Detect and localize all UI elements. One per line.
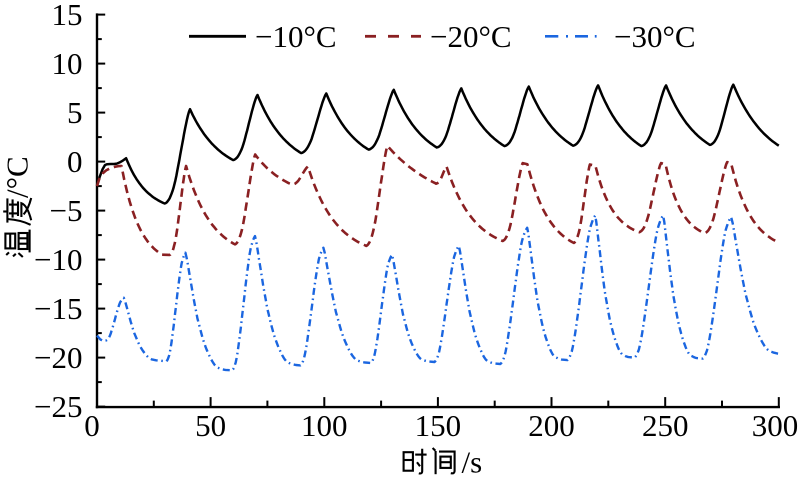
svg-text:−15: −15 bbox=[34, 291, 82, 326]
svg-text:/s: /s bbox=[462, 445, 483, 480]
svg-text:50: 50 bbox=[195, 408, 226, 443]
svg-text:−25: −25 bbox=[34, 389, 82, 424]
svg-text:100: 100 bbox=[301, 408, 348, 443]
svg-text:−30°C: −30°C bbox=[614, 19, 696, 54]
svg-text:0: 0 bbox=[67, 144, 83, 179]
svg-text:0: 0 bbox=[84, 408, 100, 443]
svg-text:−10°C: −10°C bbox=[255, 19, 337, 54]
svg-text:−20: −20 bbox=[34, 340, 82, 375]
svg-text:−10: −10 bbox=[34, 242, 82, 277]
svg-text:200: 200 bbox=[528, 408, 575, 443]
svg-text:−5: −5 bbox=[50, 193, 83, 228]
svg-text:250: 250 bbox=[642, 408, 689, 443]
svg-text:15: 15 bbox=[52, 0, 83, 32]
svg-text:5: 5 bbox=[67, 95, 83, 130]
svg-text:−20°C: −20°C bbox=[430, 19, 512, 54]
svg-text:/°C: /°C bbox=[0, 156, 34, 198]
svg-text:10: 10 bbox=[52, 46, 83, 81]
svg-text:150: 150 bbox=[415, 408, 462, 443]
svg-text:300: 300 bbox=[752, 408, 799, 443]
